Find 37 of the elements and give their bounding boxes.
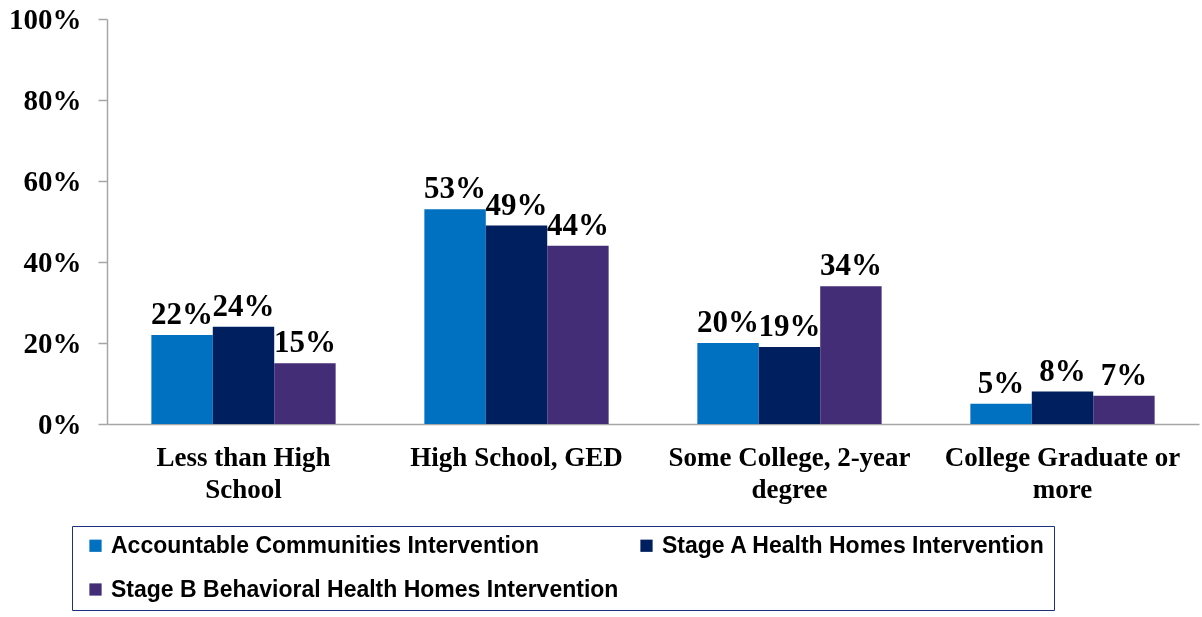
data-label: 5% — [977, 364, 1025, 400]
bar — [485, 225, 548, 424]
bar — [820, 286, 882, 424]
data-label: 24% — [212, 287, 275, 323]
data-label: 49% — [485, 186, 548, 222]
bar — [1031, 391, 1094, 424]
bar — [212, 326, 275, 424]
data-label: 19% — [758, 308, 821, 344]
x-tick-label: College Graduate or more — [944, 441, 1181, 504]
bar — [1093, 395, 1155, 424]
y-tick-label: 80% — [23, 83, 82, 116]
data-label: 20% — [697, 304, 760, 339]
data-label: 22% — [151, 295, 214, 331]
x-tick-label: Some College, 2-year degree — [668, 441, 911, 504]
legend-label: Stage B Behavioral Health Homes Intervention — [111, 575, 619, 602]
data-label: 15% — [273, 324, 336, 360]
data-label: 7% — [1100, 356, 1148, 392]
data-label: 53% — [424, 170, 487, 206]
bar — [758, 347, 821, 424]
bar — [274, 363, 336, 424]
y-tick-label: 0% — [38, 407, 82, 440]
y-tick-label: 100% — [9, 2, 82, 35]
data-label: 44% — [546, 206, 609, 242]
bar — [151, 334, 213, 424]
y-tick-label: 20% — [23, 326, 82, 359]
bar — [547, 245, 609, 424]
legend-label: Accountable Communities Intervention — [111, 531, 540, 558]
bar — [970, 403, 1032, 424]
data-label: 34% — [819, 247, 882, 283]
x-tick-label: Less than High School — [156, 441, 331, 504]
data-label: 8% — [1039, 352, 1086, 388]
y-tick-label: 60% — [23, 164, 82, 197]
bar — [697, 343, 759, 424]
x-tick-label: High School, GED — [410, 441, 623, 472]
y-tick-label: 40% — [23, 245, 82, 278]
legend-label: Stage A Health Homes Intervention — [662, 531, 1044, 558]
bar — [424, 209, 486, 424]
